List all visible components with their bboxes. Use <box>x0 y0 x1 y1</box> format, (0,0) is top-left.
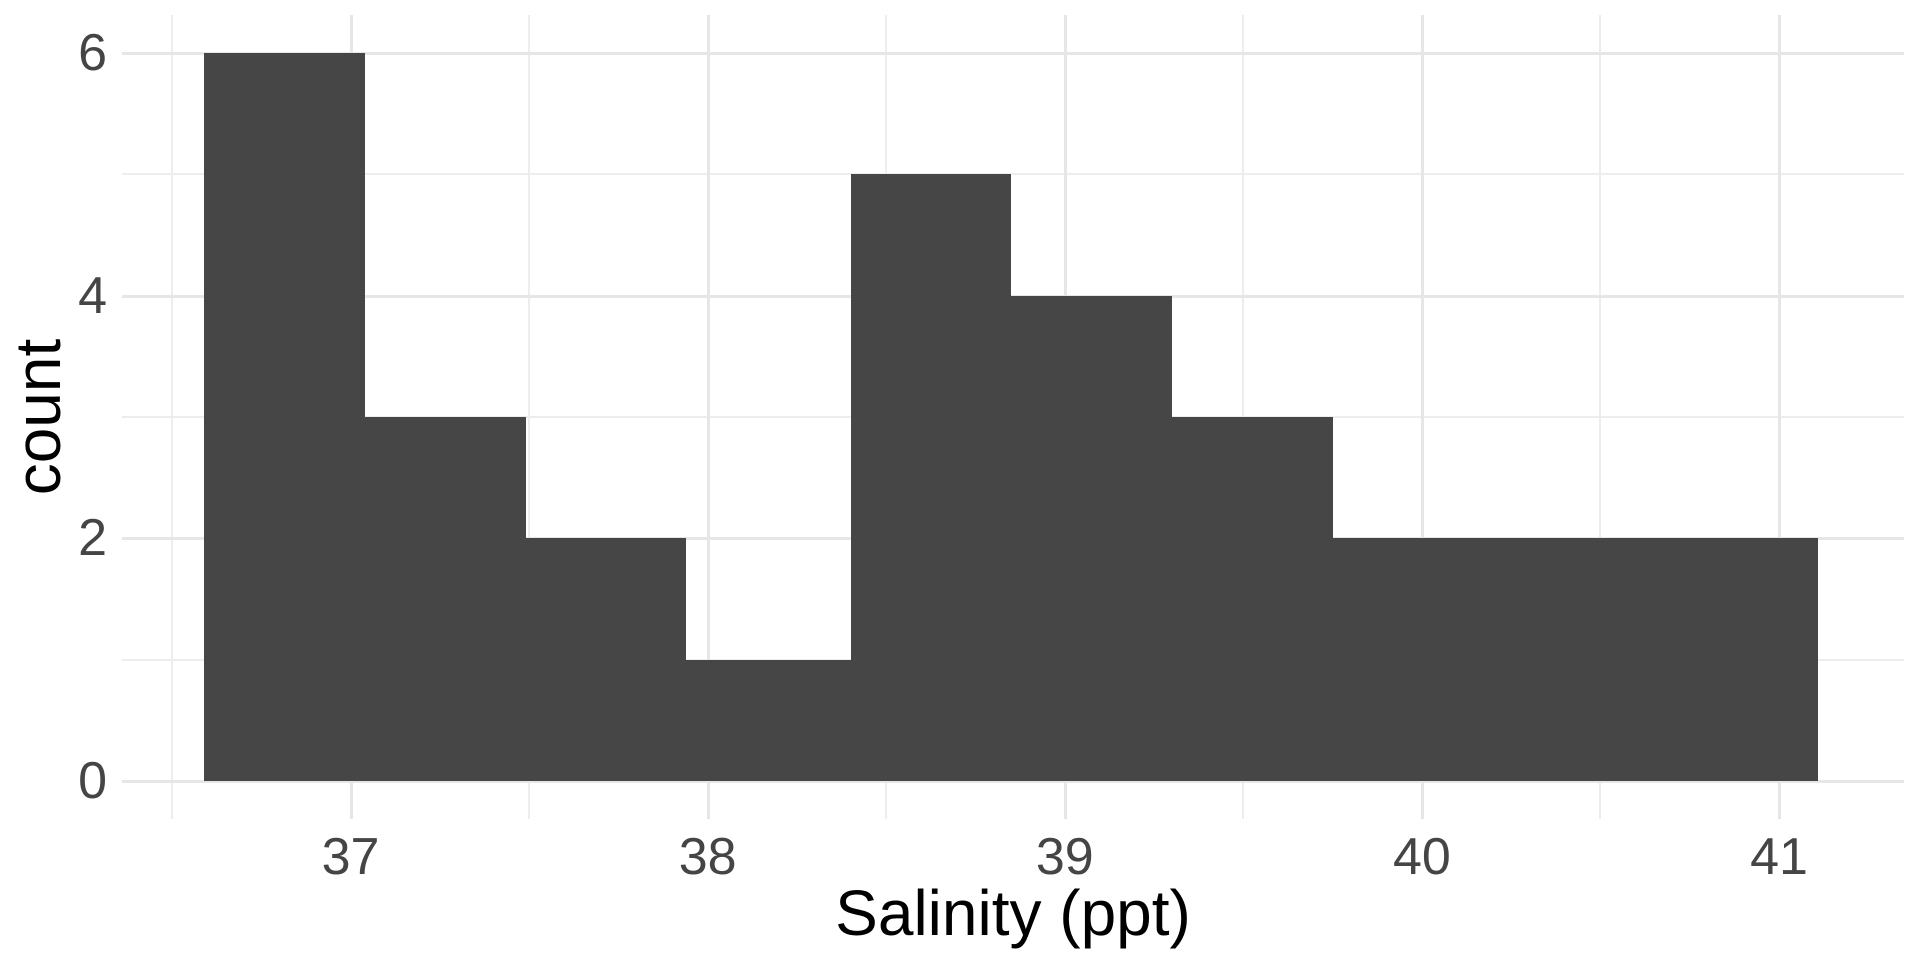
histogram-bar <box>364 417 526 782</box>
x-tick-label: 37 <box>321 828 380 886</box>
gridline-horizontal <box>122 173 1904 176</box>
x-tick-label: 38 <box>678 828 737 886</box>
y-tick-label: 4 <box>78 266 107 325</box>
histogram-bar <box>204 52 365 782</box>
x-tick-label: 41 <box>1750 828 1808 886</box>
plot-panel <box>122 15 1904 819</box>
y-tick-label: 2 <box>78 509 107 568</box>
histogram-bar <box>1493 538 1658 782</box>
x-axis-title: Salinity (ppt) <box>835 877 1191 949</box>
y-tick-label: 6 <box>78 23 107 82</box>
histogram-bar <box>1332 538 1494 782</box>
x-tick-label: 39 <box>1035 828 1094 886</box>
x-tick-label: 40 <box>1392 828 1451 886</box>
histogram-bar <box>525 538 687 782</box>
y-axis-title: count <box>2 338 74 496</box>
gridline-horizontal <box>122 51 1904 55</box>
histogram-bar <box>850 174 1012 782</box>
histogram-bar <box>1657 538 1819 782</box>
gridline-vertical <box>1420 15 1424 819</box>
histogram-bar <box>1011 295 1172 782</box>
histogram-bar <box>686 659 851 782</box>
histogram-bar <box>1171 417 1333 782</box>
gridline-horizontal <box>122 780 1904 784</box>
gridline-vertical <box>706 15 710 819</box>
y-tick-label: 0 <box>78 752 107 811</box>
gridline-vertical <box>1778 15 1781 819</box>
